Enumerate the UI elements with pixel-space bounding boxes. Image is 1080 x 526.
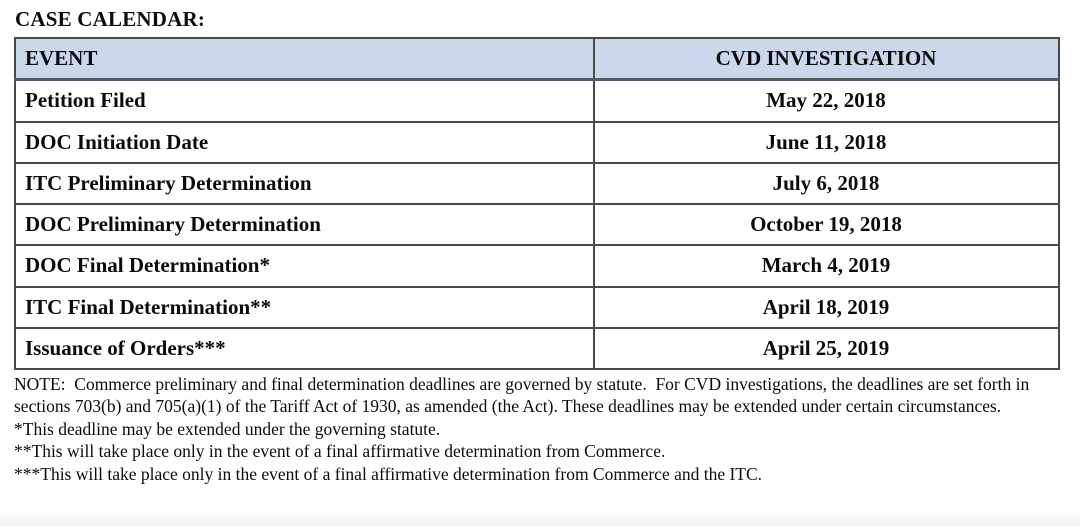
- date-cell: October 19, 2018: [593, 202, 1060, 247]
- table-row: Petition Filed May 22, 2018: [14, 78, 1060, 123]
- date-cell: April 18, 2019: [593, 285, 1060, 329]
- page-title: CASE CALENDAR:: [15, 7, 206, 31]
- table-row: Issuance of Orders*** April 25, 2019: [14, 326, 1060, 371]
- date-cell: March 4, 2019: [593, 244, 1060, 288]
- column-header-event: EVENT: [14, 37, 595, 82]
- date-cell: April 25, 2019: [593, 326, 1060, 371]
- table-row: ITC Final Determination** April 18, 2019: [14, 285, 1060, 329]
- date-cell: July 6, 2018: [593, 161, 1060, 206]
- event-cell: DOC Initiation Date: [14, 120, 595, 164]
- statute-note: NOTE: Commerce preliminary and final det…: [14, 374, 1034, 417]
- table-row: DOC Preliminary Determination October 19…: [14, 202, 1060, 247]
- footnote-single-asterisk: *This deadline may be extended under the…: [14, 418, 441, 439]
- table-header-row: EVENT CVD INVESTIGATION: [14, 37, 1060, 82]
- table-row: ITC Preliminary Determination July 6, 20…: [14, 161, 1060, 206]
- footnote-double-asterisk: **This will take place only in the event…: [14, 441, 666, 462]
- table-row: DOC Initiation Date June 11, 2018: [14, 120, 1060, 164]
- footnote-triple-asterisk: ***This will take place only in the even…: [14, 463, 763, 484]
- event-cell: ITC Preliminary Determination: [14, 161, 595, 206]
- table-row: DOC Final Determination* March 4, 2019: [14, 244, 1060, 288]
- event-cell: Issuance of Orders***: [14, 326, 595, 371]
- event-cell: ITC Final Determination**: [14, 285, 595, 329]
- case-calendar-table: EVENT CVD INVESTIGATION Petition Filed M…: [14, 37, 1060, 371]
- column-header-cvd-investigation: CVD INVESTIGATION: [593, 37, 1060, 82]
- date-cell: May 22, 2018: [593, 78, 1060, 123]
- event-cell: Petition Filed: [14, 78, 595, 123]
- event-cell: DOC Final Determination*: [14, 244, 595, 288]
- date-cell: June 11, 2018: [593, 120, 1060, 164]
- event-cell: DOC Preliminary Determination: [14, 202, 595, 247]
